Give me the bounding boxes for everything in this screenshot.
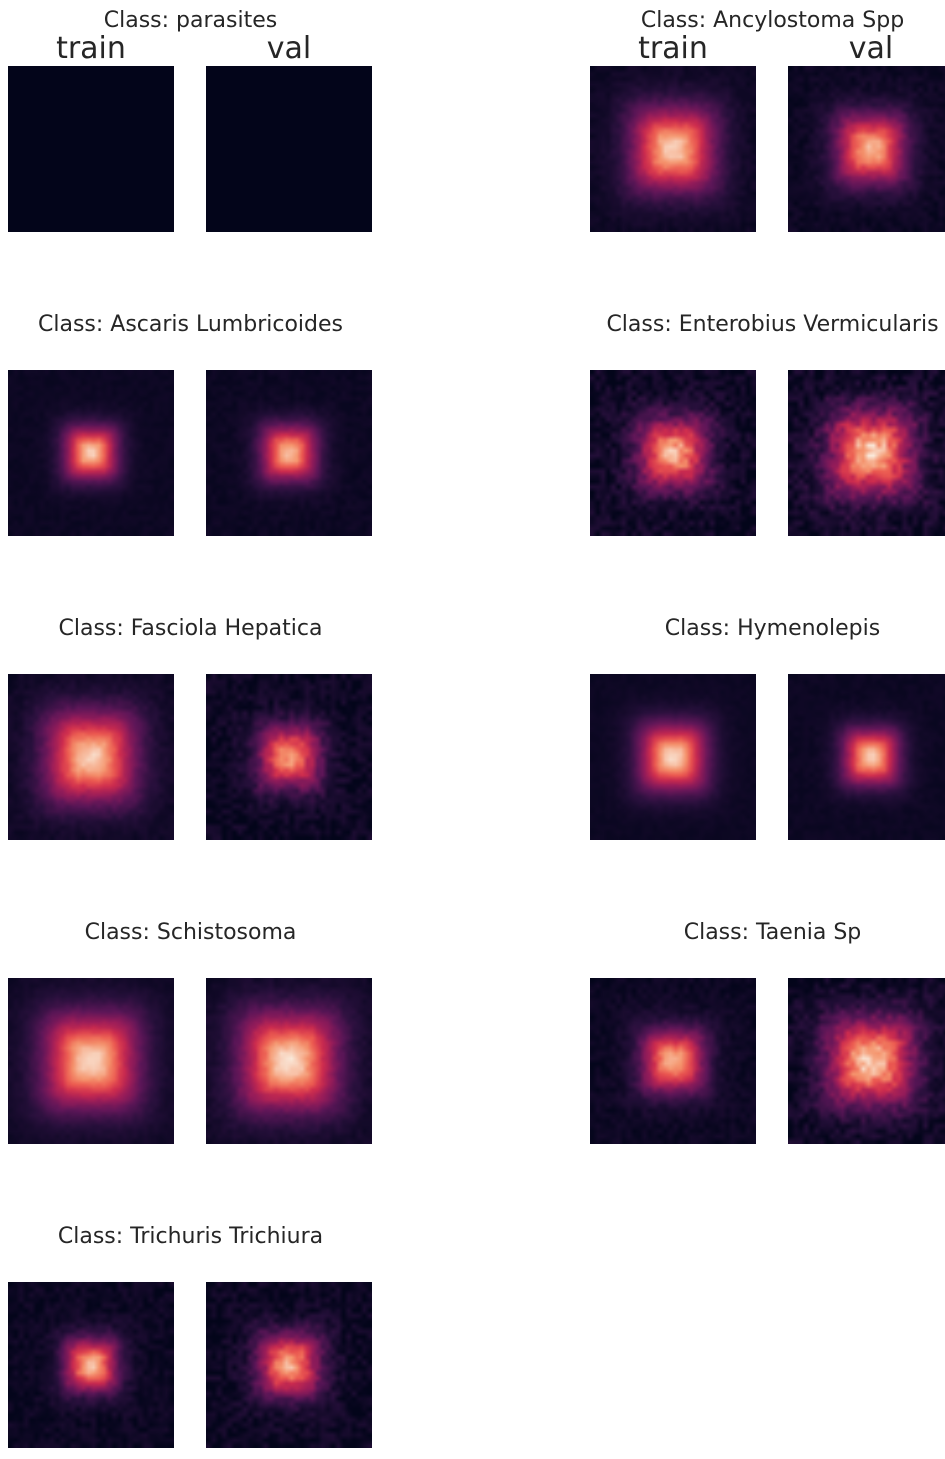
heatmap-panel: Class: Ancylostoma Spp train val — [590, 8, 945, 243]
heatmap-panel: Class: Fasciola Hepatica — [8, 616, 373, 851]
panel-title: Class: Taenia Sp — [683, 920, 862, 945]
panel-title: Class: Hymenolepis — [664, 616, 881, 641]
panel-title: Class: parasites — [103, 8, 278, 33]
train-heatmap — [8, 370, 174, 536]
train-heatmap — [8, 978, 174, 1144]
train-heatmap — [590, 66, 756, 232]
heatmap-panel: Class: Enterobius Vermicularis — [590, 312, 945, 547]
val-heatmap — [206, 66, 372, 232]
train-heatmap — [8, 66, 174, 232]
column-label: val — [848, 31, 894, 66]
panel-title: Class: Schistosoma — [84, 920, 297, 945]
val-heatmap — [206, 674, 372, 840]
panel-title: Class: Ancylostoma Spp — [640, 8, 905, 33]
train-heatmap — [8, 674, 174, 840]
panel-title: Class: Trichuris Trichiura — [57, 1224, 324, 1249]
heatmap-panel: Class: Schistosoma — [8, 920, 373, 1155]
column-label: val — [266, 31, 312, 66]
panel-title: Class: Enterobius Vermicularis — [606, 312, 939, 337]
train-heatmap — [8, 1282, 174, 1448]
val-heatmap — [206, 1282, 372, 1448]
train-heatmap — [590, 674, 756, 840]
heatmap-panel: Class: Ascaris Lumbricoides — [8, 312, 373, 547]
val-heatmap — [788, 370, 945, 536]
column-label: train — [56, 31, 126, 66]
heatmap-panel: Class: Trichuris Trichiura — [8, 1224, 373, 1459]
heatmap-panel: Class: parasites train val — [8, 8, 373, 243]
val-heatmap — [788, 66, 945, 232]
val-heatmap — [206, 978, 372, 1144]
val-heatmap — [788, 978, 945, 1144]
panel-title: Class: Fasciola Hepatica — [58, 616, 323, 641]
column-label: train — [638, 31, 708, 66]
train-heatmap — [590, 370, 756, 536]
heatmap-panel: Class: Taenia Sp — [590, 920, 945, 1155]
panel-title: Class: Ascaris Lumbricoides — [38, 312, 343, 337]
val-heatmap — [788, 674, 945, 840]
heatmap-panel: Class: Hymenolepis — [590, 616, 945, 851]
train-heatmap — [590, 978, 756, 1144]
val-heatmap — [206, 370, 372, 536]
